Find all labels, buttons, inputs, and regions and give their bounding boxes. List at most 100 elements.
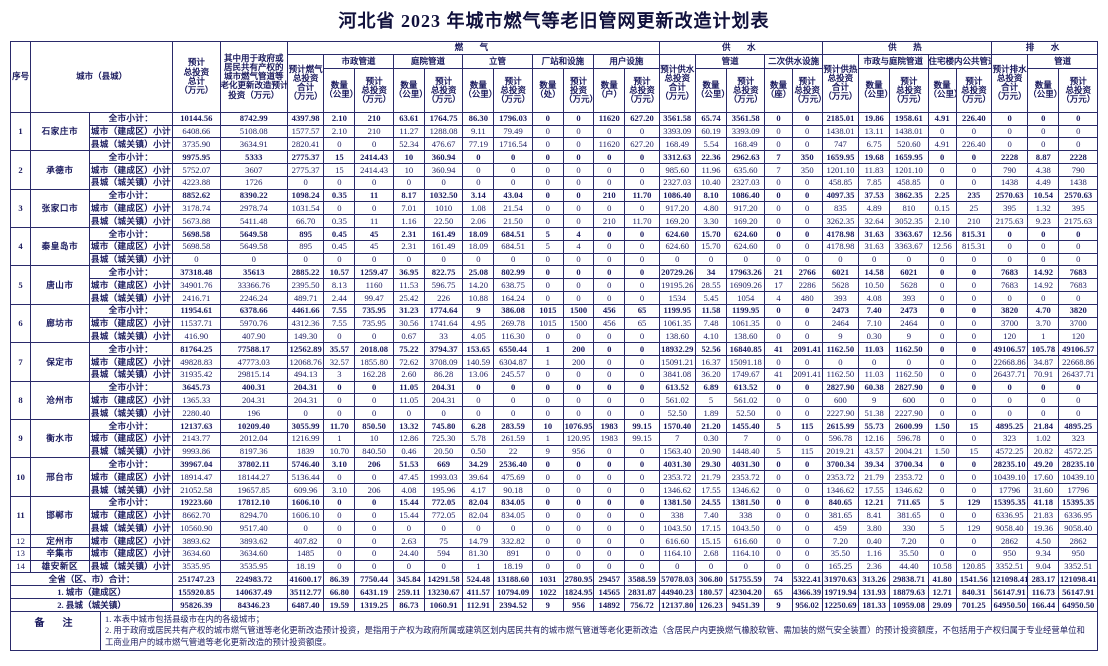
data-cell: 5628 [889,278,929,292]
total-cell: 86.39 [323,572,356,587]
header-total-investment: 预计 总投资 总计 （万元） [172,40,221,113]
data-cell: 0 [955,431,992,446]
data-cell: 0 [493,406,533,420]
total-cell: 956.02 [791,598,823,612]
data-cell: 3.80 [858,521,891,536]
data-cell: 204.31 [219,393,289,408]
data-cell: 31.63 [858,239,891,254]
data-cell: 9058.40 [1058,521,1098,536]
data-cell: 12562.89 [287,342,325,356]
data-cell: 226 [423,290,464,305]
data-cell: 9 [889,329,929,344]
data-cell: 32.57 [323,354,356,369]
data-cell: 0 [927,534,957,548]
data-cell: 0 [791,354,823,369]
data-cell: 1288.08 [423,124,464,139]
data-cell: 10439.10 [990,470,1029,484]
total-cell: 84346.23 [219,598,289,612]
data-cell: 1.50 [927,418,957,433]
data-cell: 0 [694,559,728,574]
data-cell: 0 [562,265,595,280]
row-scope-label: 县城（城关镇）小计 [88,137,174,152]
data-cell: 0 [927,290,957,305]
data-cell: 0.35 [323,188,356,203]
data-cell: 0 [1027,226,1060,241]
data-cell: 0 [624,508,660,523]
header-gas-subtotal: 预计燃气 总投资 合计 （万元） [287,53,325,113]
data-cell: 0 [927,175,957,190]
data-cell: 5 [764,444,793,459]
data-cell: 330 [889,521,929,536]
data-cell: 47773.03 [219,354,289,369]
hdr-line: 总投资 [629,84,655,95]
data-cell: 15.70 [694,239,728,254]
data-cell: 210 [593,188,626,203]
data-cell: 210 [955,214,992,228]
header-gas-user-facility: 用户设施 [593,53,660,69]
data-cell: 116.30 [493,329,533,344]
data-cell: 0 [624,380,660,395]
data-cell: 26437.71 [1058,367,1098,382]
hdr-line: 数量 [769,80,787,91]
data-cell: 2862 [1058,534,1098,548]
data-cell: 24.40 [392,546,425,561]
city-name-cell: 石家庄市 [30,111,90,152]
data-cell: 5.45 [694,290,728,305]
data-cell: 0 [764,201,793,216]
data-cell: 1749.67 [726,367,766,382]
data-cell: 0 [791,534,823,548]
data-cell: 86.30 [462,111,495,126]
data-cell: 5.54 [694,137,728,152]
data-cell: 0 [990,226,1029,241]
data-cell: 0 [531,124,564,139]
data-cell: 0 [531,393,564,408]
data-cell: 0 [462,162,495,177]
data-cell: 55.73 [858,418,891,433]
data-cell: 0 [1058,124,1098,139]
table-row: 县城（城关镇）小计 416.90 407.90 149.30 0 0 0.67 33 4.05 1… [11,329,1098,344]
data-cell: 0 [764,406,793,420]
data-cell: 0 [791,546,823,561]
data-cell: 624.60 [658,239,696,254]
data-cell: 0 [219,252,289,267]
data-cell: 0 [531,329,564,344]
data-cell: 3634.91 [219,137,289,152]
data-cell: 34901.76 [172,278,221,292]
data-cell: 9 [462,303,495,318]
table-row: 县城（城关镇）小计 2280.40 196 0 0 0 0 0 0 0 0 0 0 0 52.50 1.89 5… [11,406,1098,420]
hdr-line: （万元） [823,91,858,102]
data-cell: 12.86 [392,431,425,446]
data-cell: 0 [531,290,564,305]
data-cell: 3.10 [323,482,356,497]
data-cell: 2091.41 [791,342,823,356]
data-cell: 2414.43 [354,150,394,164]
row-scope-label: 县城（城关镇）小计 [88,252,174,267]
total-row: 全省（区、市）合计： 251747.23 224983.72 41600.17 86.3… [9,572,1098,587]
data-cell: 162.28 [354,367,394,382]
data-cell: 3700.34 [821,457,860,472]
data-cell: 168.49 [658,137,696,152]
hdr-line: 总投资 [430,84,457,95]
data-cell: 0 [562,470,595,484]
data-cell: 0 [990,380,1029,395]
hdr-line: 总投资 [500,84,526,95]
data-cell: 458.85 [889,175,929,190]
data-cell: 70.91 [1027,367,1060,382]
data-cell: 0 [927,354,957,369]
data-cell: 13.32 [392,418,425,433]
data-cell: 0 [927,150,957,164]
data-cell: 18144.27 [219,470,289,484]
data-cell: 129 [955,495,992,510]
header-heat-municipal-inv: 预计 总投资 （万元） [889,67,929,113]
data-cell: 3893.62 [219,534,289,548]
data-cell: 82.04 [462,508,495,523]
data-cell: 3645.73 [172,380,221,395]
hdr-line: （公里） [928,89,955,100]
data-cell: 0 [493,175,533,190]
data-cell: 10.40 [694,175,728,190]
data-cell: 2570.63 [990,188,1029,203]
data-cell: 834.05 [493,508,533,523]
data-cell: 840.50 [354,444,394,459]
data-cell: 624.60 [726,226,766,241]
data-cell: 1993.03 [423,470,464,484]
